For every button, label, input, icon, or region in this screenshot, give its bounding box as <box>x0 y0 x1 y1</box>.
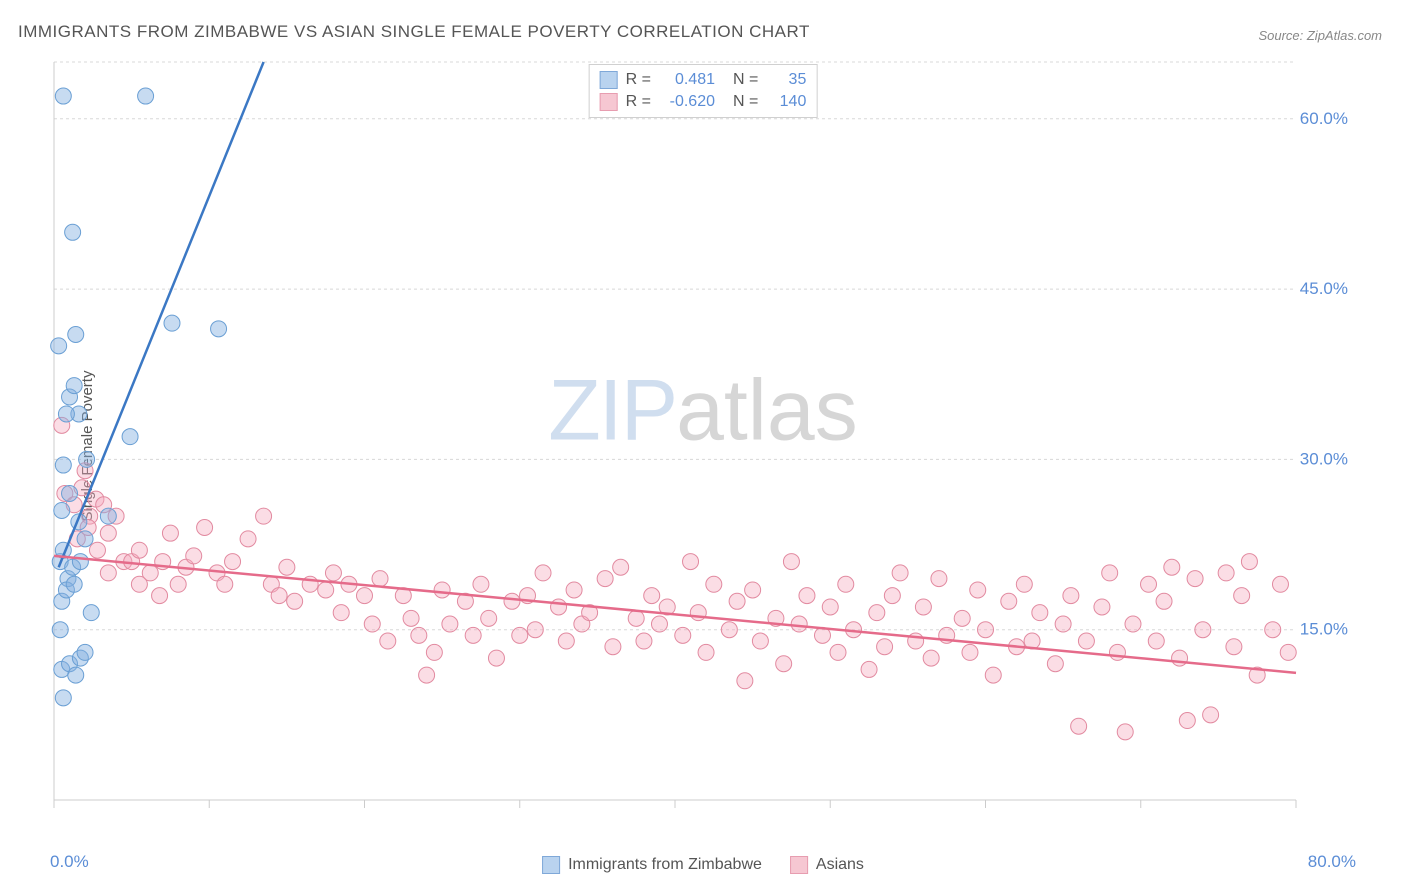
stats-r-value-1: 0.481 <box>659 71 715 89</box>
legend-item-series2: Asians <box>790 856 864 874</box>
plot-area: 15.0%30.0%45.0%60.0% ZIPatlas <box>50 60 1356 822</box>
chart-container: IMMIGRANTS FROM ZIMBABWE VS ASIAN SINGLE… <box>0 0 1406 892</box>
stats-row-series1: R = 0.481 N = 35 <box>600 69 807 91</box>
svg-text:30.0%: 30.0% <box>1300 449 1348 468</box>
legend-swatch-series1 <box>542 856 560 874</box>
chart-title: IMMIGRANTS FROM ZIMBABWE VS ASIAN SINGLE… <box>18 22 810 42</box>
legend-label-series2: Asians <box>816 856 864 874</box>
stats-n-label-1: N = <box>733 71 758 89</box>
legend-swatch-series2 <box>790 856 808 874</box>
stats-r-label-1: R = <box>626 71 651 89</box>
stats-r-label-2: R = <box>626 93 651 111</box>
stats-row-series2: R = -0.620 N = 140 <box>600 91 807 113</box>
svg-text:45.0%: 45.0% <box>1300 279 1348 298</box>
stats-n-value-2: 140 <box>766 93 806 111</box>
scatter-plot-svg: 15.0% 30.0% 45.0% 60.0% <box>50 60 1356 822</box>
svg-text:15.0%: 15.0% <box>1300 620 1348 639</box>
legend-item-series1: Immigrants from Zimbabwe <box>542 856 762 874</box>
svg-text:60.0%: 60.0% <box>1300 109 1348 128</box>
stats-n-label-2: N = <box>733 93 758 111</box>
x-axis-max-label: 80.0% <box>1308 852 1356 872</box>
x-axis-min-label: 0.0% <box>50 852 89 872</box>
source-attribution: Source: ZipAtlas.com <box>1258 28 1382 43</box>
legend-label-series1: Immigrants from Zimbabwe <box>568 856 762 874</box>
stats-n-value-1: 35 <box>766 71 806 89</box>
stats-r-value-2: -0.620 <box>659 93 715 111</box>
correlation-stats-box: R = 0.481 N = 35 R = -0.620 N = 140 <box>589 64 818 118</box>
bottom-legend: Immigrants from Zimbabwe Asians <box>542 856 864 874</box>
stats-swatch-series2 <box>600 93 618 111</box>
stats-swatch-series1 <box>600 71 618 89</box>
